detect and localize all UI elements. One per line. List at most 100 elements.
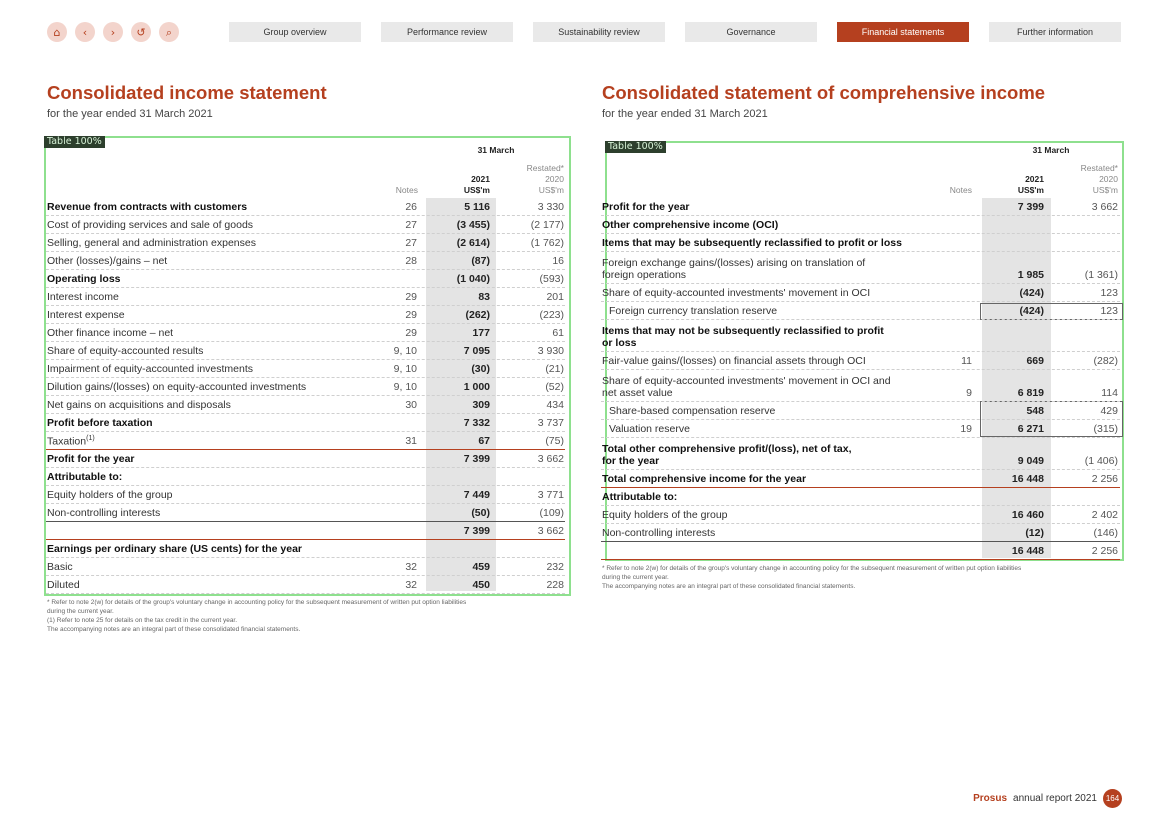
- row-cur: 548: [1026, 405, 1044, 417]
- row-note: 27: [405, 237, 417, 249]
- table-row: Interest income 29 83 201: [46, 288, 565, 306]
- row-cur: (30): [471, 363, 490, 375]
- row-prev: 61: [552, 327, 564, 339]
- row-prev: (593): [539, 273, 564, 285]
- table-row: Share-based compensation reserve 548 429: [601, 402, 1120, 420]
- row-cur: 16 448: [1011, 473, 1044, 485]
- row-prev: 3 662: [537, 525, 564, 537]
- row-label: Total other comprehensive profit/(loss),…: [602, 443, 852, 467]
- undo-icon[interactable]: ↺: [131, 22, 151, 42]
- left-hdr-notes: Notes: [395, 185, 418, 195]
- row-cur: 9 049: [1017, 455, 1044, 467]
- right-hdr-year-cur: 2021: [1025, 174, 1044, 184]
- row-note: 32: [405, 579, 417, 591]
- table-row: Items that may not be subsequently recla…: [601, 320, 1120, 352]
- row-cur: 7 449: [463, 489, 490, 501]
- row-note: 29: [405, 327, 417, 339]
- table-row: Other comprehensive income (OCI): [601, 216, 1120, 234]
- table-row: Items that may be subsequently reclassif…: [601, 234, 1120, 252]
- row-cur: 7 399: [463, 453, 490, 465]
- tab-further-information[interactable]: Further information: [989, 22, 1121, 42]
- table-row: Non-controlling interests (50) (109): [46, 504, 565, 522]
- row-cur: 5 116: [464, 201, 490, 213]
- row-prev: (315): [1093, 423, 1118, 435]
- tab-governance[interactable]: Governance: [685, 22, 817, 42]
- row-label: Share-based compensation reserve: [609, 405, 776, 417]
- table-row: Cost of providing services and sale of g…: [46, 216, 565, 234]
- tab-group-overview[interactable]: Group overview: [229, 22, 361, 42]
- row-cur: 7 095: [463, 345, 490, 357]
- row-label: Valuation reserve: [609, 423, 690, 435]
- row-prev: (1 361): [1084, 269, 1118, 281]
- row-prev: 3 930: [537, 345, 564, 357]
- row-prev: 434: [546, 399, 564, 411]
- row-prev: 3 662: [1091, 201, 1118, 213]
- table-row: Total comprehensive income for the year 1…: [601, 470, 1120, 488]
- left-current-year-band: [426, 198, 496, 591]
- tab-sustainability-review[interactable]: Sustainability review: [533, 22, 665, 42]
- forward-icon[interactable]: ›: [103, 22, 123, 42]
- left-hdr-restated: Restated*: [526, 163, 564, 173]
- footer-report: annual report 2021: [1013, 793, 1097, 804]
- right-hdr-period: 31 March: [1032, 145, 1070, 155]
- row-note: 32: [405, 561, 417, 573]
- row-label: Interest income: [47, 291, 119, 303]
- table-row: Share of equity-accounted results 9, 10 7 …: [46, 342, 565, 360]
- table-row: Profit for the year 7 399 3 662: [601, 198, 1120, 216]
- row-note: 9: [966, 387, 972, 399]
- row-cur: 83: [478, 291, 490, 303]
- left-subtitle: for the year ended 31 March 2021: [47, 108, 213, 120]
- table-row: Total other comprehensive profit/(loss),…: [601, 438, 1120, 470]
- tab-financial-statements[interactable]: Financial statements: [837, 22, 969, 42]
- row-prev: 232: [546, 561, 564, 573]
- row-cur: (262): [465, 309, 490, 321]
- row-prev: 114: [1101, 387, 1118, 399]
- row-prev: (75): [545, 435, 564, 447]
- left-table-selection[interactable]: Table 100%: [44, 136, 571, 596]
- row-label: Impairment of equity-accounted investmen…: [47, 363, 254, 375]
- tab-performance-review[interactable]: Performance review: [381, 22, 513, 42]
- left-hdr-unit-cur: US$'m: [463, 185, 490, 195]
- table-row: Equity holders of the group 7 449 3 771: [46, 486, 565, 504]
- left-table-label: Table 100%: [44, 136, 105, 148]
- page-footer: Prosus annual report 2021 164: [973, 789, 1122, 808]
- right-hdr-unit-cur: US$'m: [1017, 185, 1044, 195]
- row-note: 29: [405, 291, 417, 303]
- row-prev: 228: [546, 579, 564, 591]
- row-prev: (146): [1093, 527, 1118, 539]
- left-title: Consolidated income statement: [47, 82, 327, 103]
- row-label: Equity holders of the group: [602, 509, 728, 521]
- table-row: Net gains on acquisitions and disposals 3…: [46, 396, 565, 414]
- row-note: 27: [405, 219, 417, 231]
- right-table-label: Table 100%: [605, 141, 666, 153]
- right-hdr-year-prev: 2020: [1099, 174, 1118, 184]
- row-prev: 201: [546, 291, 564, 303]
- row-note: 9, 10: [393, 381, 417, 393]
- table-row: Revenue from contracts with customers 26 5…: [46, 198, 565, 216]
- row-prev: 2 256: [1091, 545, 1118, 557]
- row-prev: 16: [552, 255, 564, 267]
- row-label: Items that may be subsequently reclassif…: [602, 237, 902, 249]
- left-hdr-unit-prev: US$'m: [538, 185, 564, 195]
- row-cur: 7 332: [463, 417, 490, 429]
- search-icon[interactable]: ⌕: [159, 22, 179, 42]
- row-cur: (50): [471, 507, 490, 519]
- footnote: * Refer to note 2(w) for details of the …: [602, 565, 1022, 572]
- row-label: Taxation(1): [47, 434, 95, 448]
- home-icon[interactable]: ⌂: [47, 22, 67, 42]
- row-label: Attributable to:: [47, 471, 123, 483]
- row-cur: (1 040): [456, 273, 490, 285]
- row-label: Cost of providing services and sale of g…: [47, 219, 254, 231]
- table-row: Non-controlling interests (12) (146): [601, 524, 1120, 542]
- table-row: Dilution gains/(losses) on equity-accoun…: [46, 378, 565, 396]
- table-row: Share of equity-accounted investments' m…: [601, 284, 1120, 302]
- footnote: The accompanying notes are an integral p…: [602, 583, 856, 590]
- row-cur: 1 000: [463, 381, 490, 393]
- table-row: Earnings per ordinary share (US cents) f…: [46, 540, 565, 558]
- row-cur: 450: [472, 579, 490, 591]
- nav-icons: ⌂ ‹ › ↺ ⌕: [47, 22, 179, 42]
- row-cur: 16 460: [1011, 509, 1044, 521]
- row-prev: 3 330: [537, 201, 564, 213]
- row-prev: 2 402: [1091, 509, 1118, 521]
- back-icon[interactable]: ‹: [75, 22, 95, 42]
